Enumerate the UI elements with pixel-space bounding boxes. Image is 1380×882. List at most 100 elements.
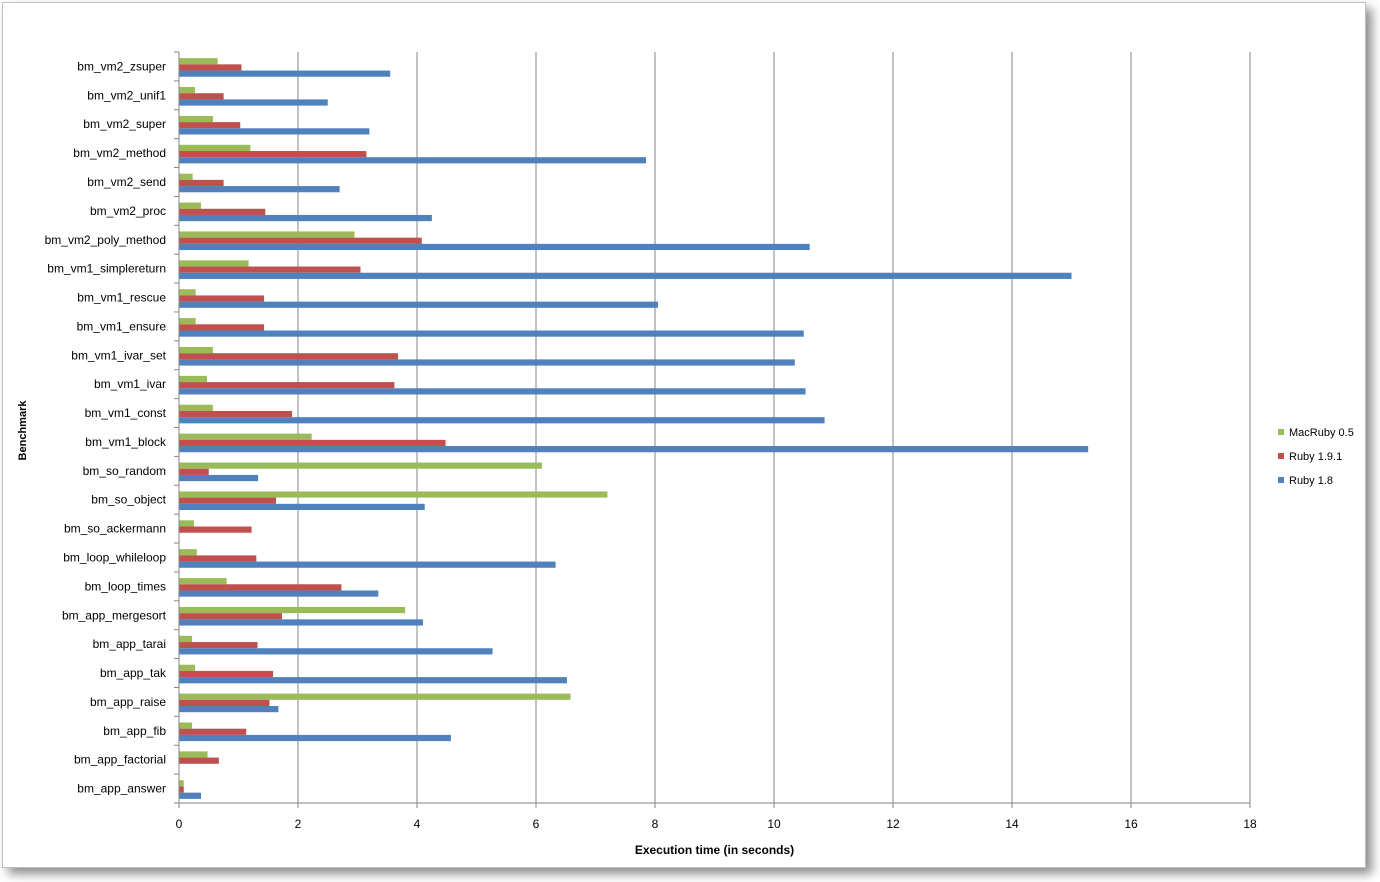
x-tick-label: 4 (414, 817, 421, 831)
category-label: bm_vm2_unif1 (87, 88, 166, 102)
category-label: bm_vm1_ivar_set (71, 348, 166, 362)
x-tick-label: 6 (533, 817, 540, 831)
category-label: bm_app_answer (77, 782, 166, 796)
category-label: bm_loop_times (85, 579, 166, 593)
bar-ruby-1-8-bm_app_raise (179, 706, 279, 713)
bar-macruby-0-5-bm_vm2_poly_method (179, 231, 355, 238)
category-label: bm_vm1_simplereturn (47, 262, 166, 276)
legend-label-ruby-1-9-1: Ruby 1.9.1 (1289, 451, 1342, 463)
bar-macruby-0-5-bm_vm2_super (179, 115, 213, 123)
bar-ruby-1-8-bm_app_fib (179, 734, 451, 742)
bar-ruby-1-9-1-bm_so_object (179, 497, 276, 504)
bar-macruby-0-5-bm_app_fib (179, 722, 193, 729)
bar-ruby-1-8-bm_vm1_ensure (179, 330, 804, 337)
category-label: bm_so_object (91, 493, 166, 507)
x-axis-title: Execution time (in seconds) (635, 843, 794, 857)
x-tick-label: 2 (295, 817, 302, 831)
bar-ruby-1-9-1-bm_vm2_poly_method (179, 237, 422, 244)
bar-macruby-0-5-bm_vm1_const (179, 404, 213, 411)
bar-ruby-1-8-bm_vm2_send (179, 186, 340, 193)
bar-macruby-0-5-bm_vm1_block (179, 433, 312, 440)
bar-ruby-1-8-bm_so_object (179, 503, 425, 511)
bar-macruby-0-5-bm_vm1_ivar_set (179, 346, 213, 354)
bar-macruby-0-5-bm_vm1_ensure (179, 318, 196, 325)
category-label: bm_loop_whileloop (63, 550, 166, 564)
category-label: bm_app_fib (103, 724, 166, 738)
bar-macruby-0-5-bm_vm2_zsuper (179, 58, 218, 65)
bar-ruby-1-8-bm_app_tak (179, 677, 567, 684)
bar-ruby-1-8-bm_so_random (179, 474, 259, 482)
x-tick-label: 12 (886, 817, 900, 831)
bar-ruby-1-9-1-bm_app_mergesort (179, 613, 282, 620)
bar-ruby-1-8-bm_vm1_simplereturn (179, 272, 1072, 279)
category-label: bm_app_mergesort (62, 608, 167, 622)
bar-macruby-0-5-bm_app_tak (179, 664, 196, 671)
bar-macruby-0-5-bm_so_object (179, 491, 608, 498)
category-label: bm_so_random (83, 464, 166, 478)
category-label: bm_so_ackermann (64, 522, 166, 536)
category-label: bm_vm2_send (87, 175, 166, 189)
bar-ruby-1-9-1-bm_so_random (179, 468, 209, 475)
bar-macruby-0-5-bm_app_answer (179, 780, 184, 787)
x-tick-label: 8 (652, 817, 659, 831)
axes (174, 51, 1251, 808)
bar-ruby-1-9-1-bm_vm2_zsuper (179, 64, 242, 71)
category-label: bm_app_raise (90, 695, 166, 709)
bar-ruby-1-9-1-bm_loop_times (179, 584, 342, 591)
bar-ruby-1-9-1-bm_vm1_ivar (179, 382, 395, 389)
category-label: bm_vm2_poly_method (45, 233, 166, 247)
bar-ruby-1-9-1-bm_vm1_ivar_set (179, 353, 398, 360)
bar-macruby-0-5-bm_so_random (179, 462, 542, 469)
bar-ruby-1-9-1-bm_vm2_send (179, 179, 224, 187)
x-tick-label: 0 (176, 817, 183, 831)
bar-ruby-1-8-bm_vm1_ivar_set (179, 359, 795, 366)
category-label: bm_app_factorial (74, 753, 166, 767)
bar-macruby-0-5-bm_app_factorial (179, 751, 208, 758)
bar-macruby-0-5-bm_app_mergesort (179, 606, 406, 614)
bar-ruby-1-9-1-bm_vm2_method (179, 151, 367, 158)
bar-ruby-1-8-bm_vm1_rescue (179, 301, 658, 308)
category-label: bm_vm2_proc (90, 204, 166, 218)
bar-ruby-1-9-1-bm_vm1_const (179, 410, 293, 418)
bar-ruby-1-9-1-bm_loop_whileloop (179, 555, 257, 562)
bar-ruby-1-8-bm_vm2_unif1 (179, 99, 328, 106)
bars (179, 58, 1089, 799)
x-tick-label: 14 (1005, 817, 1019, 831)
bar-ruby-1-8-bm_app_mergesort (179, 619, 423, 626)
bar-ruby-1-8-bm_vm1_ivar (179, 388, 806, 395)
bar-ruby-1-9-1-bm_vm2_proc (179, 208, 266, 215)
category-label: bm_vm2_zsuper (77, 59, 166, 73)
bar-ruby-1-8-bm_app_answer (179, 792, 202, 799)
category-label: bm_app_tak (100, 666, 167, 680)
category-label: bm_vm2_super (83, 117, 166, 131)
bar-macruby-0-5-bm_vm1_rescue (179, 289, 196, 296)
axis-labels: 0 2 4 6 8 10 12 14 16 18 bm_vm2_zsuper bm_vm2_unif1… (17, 59, 1257, 857)
bar-macruby-0-5-bm_vm2_send (179, 173, 193, 180)
bar-ruby-1-8-bm_vm1_const (179, 417, 825, 424)
bar-macruby-0-5-bm_vm2_proc (179, 202, 202, 209)
bar-ruby-1-8-bm_vm2_zsuper (179, 70, 391, 77)
x-tick-label: 16 (1124, 817, 1138, 831)
bar-macruby-0-5-bm_app_tarai (179, 635, 193, 643)
legend-swatch-macruby-0-5 (1278, 429, 1284, 435)
bar-macruby-0-5-bm_loop_whileloop (179, 549, 197, 556)
category-label: bm_vm2_method (73, 146, 166, 160)
bar-ruby-1-8-bm_loop_times (179, 590, 379, 597)
bar-ruby-1-8-bm_vm1_block (179, 446, 1089, 453)
bar-ruby-1-8-bm_loop_whileloop (179, 561, 556, 568)
grid-lines (297, 52, 1251, 803)
legend-label-ruby-1-8: Ruby 1.8 (1289, 475, 1333, 487)
bar-ruby-1-9-1-bm_vm1_rescue (179, 295, 265, 302)
bar-ruby-1-9-1-bm_so_ackermann (179, 526, 252, 533)
y-axis-title: Benchmark (17, 400, 29, 461)
bar-ruby-1-9-1-bm_app_factorial (179, 757, 219, 764)
legend-swatch-ruby-1-9-1 (1278, 453, 1284, 459)
bar-macruby-0-5-bm_vm2_unif1 (179, 87, 196, 94)
bar-macruby-0-5-bm_app_raise (179, 693, 571, 700)
bar-ruby-1-9-1-bm_app_answer (179, 786, 184, 793)
bar-ruby-1-9-1-bm_vm2_unif1 (179, 93, 224, 100)
bar-macruby-0-5-bm_vm1_simplereturn (179, 260, 249, 267)
bar-ruby-1-9-1-bm_vm1_ensure (179, 324, 265, 331)
category-label: bm_app_tarai (93, 637, 166, 651)
bar-ruby-1-9-1-bm_app_raise (179, 699, 270, 706)
